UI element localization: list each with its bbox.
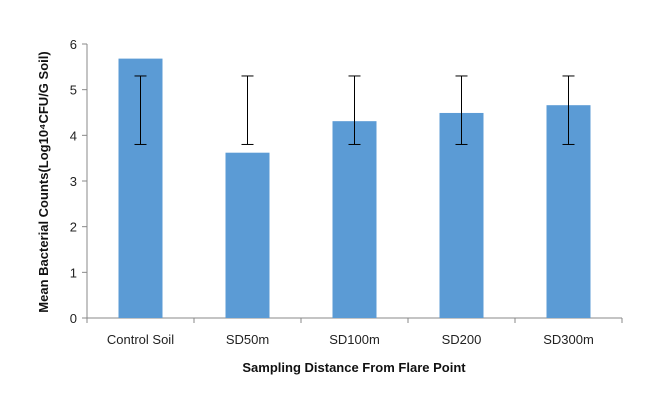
x-tick-label: SD50m [226,332,269,347]
x-ticks: Control Soil SD50m SD100m SD200 SD300m [86,318,623,347]
y-tick-label: 4 [70,128,77,143]
bar [439,112,484,318]
error-bars [134,75,575,145]
y-tick-label: 6 [70,37,77,52]
y-axis-title: Mean Bacterial Counts(Log10⁴CFU/G Soil) [36,51,51,312]
y-tick-label: 1 [70,265,77,280]
y-tick-label: 5 [70,83,77,98]
x-tick-label: Control Soil [107,332,174,347]
x-tick-label: SD200 [442,332,482,347]
x-tick-label: SD100m [329,332,380,347]
y-tick-label: 3 [70,174,77,189]
bar [225,152,270,318]
y-ticks: 0 1 2 3 4 5 6 [70,37,87,326]
y-tick-label: 2 [70,220,77,235]
bar [332,121,377,318]
x-axis-title: Sampling Distance From Flare Point [242,360,466,375]
y-tick-label: 0 [70,311,77,326]
x-tick-label: SD300m [543,332,594,347]
